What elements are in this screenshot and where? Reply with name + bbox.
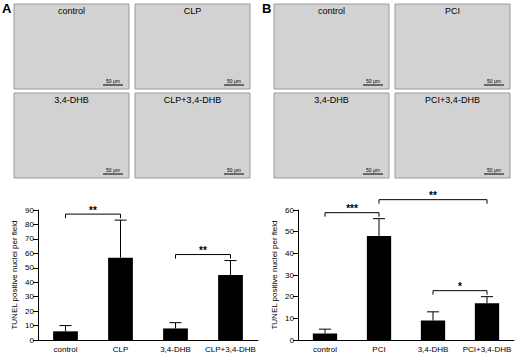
svg-text:50 μm: 50 μm: [366, 167, 380, 173]
svg-text:A: A: [2, 1, 12, 16]
svg-text:control: control: [313, 345, 337, 354]
svg-text:90: 90: [25, 206, 34, 215]
svg-text:B: B: [262, 1, 271, 16]
svg-text:30: 30: [25, 292, 34, 301]
svg-text:control: control: [53, 345, 77, 354]
svg-text:*: *: [458, 281, 462, 292]
svg-text:10: 10: [285, 314, 294, 323]
svg-text:30: 30: [285, 271, 294, 280]
svg-text:control: control: [318, 6, 345, 16]
svg-text:40: 40: [285, 249, 294, 258]
svg-text:0: 0: [30, 336, 35, 345]
svg-text:50 μm: 50 μm: [366, 78, 380, 84]
svg-text:CLP: CLP: [184, 6, 202, 16]
svg-text:60: 60: [25, 249, 34, 258]
svg-text:PCI: PCI: [372, 345, 385, 354]
svg-text:50 μm: 50 μm: [106, 78, 120, 84]
svg-text:20: 20: [285, 292, 294, 301]
svg-text:50 μm: 50 μm: [106, 167, 120, 173]
svg-text:**: **: [429, 190, 437, 201]
svg-text:3,4-DHB: 3,4-DHB: [54, 95, 89, 105]
svg-text:PCI+3,4-DHB: PCI+3,4-DHB: [425, 95, 480, 105]
svg-text:3,4-DHB: 3,4-DHB: [314, 95, 349, 105]
svg-text:**: **: [89, 205, 97, 216]
svg-text:50 μm: 50 μm: [227, 167, 241, 173]
svg-text:PCI+3,4-DHB: PCI+3,4-DHB: [463, 345, 512, 354]
svg-text:**: **: [199, 245, 207, 256]
svg-text:TUNEL positive nuclei per fiel: TUNEL positive nuclei per field: [10, 220, 19, 329]
svg-text:***: ***: [346, 203, 358, 214]
svg-text:50 μm: 50 μm: [227, 78, 241, 84]
svg-text:TUNEL positive nuclei per fiel: TUNEL positive nuclei per field: [270, 220, 279, 329]
svg-text:control: control: [58, 6, 85, 16]
svg-text:10: 10: [25, 321, 34, 330]
svg-text:3,4-DHB: 3,4-DHB: [160, 345, 191, 354]
svg-text:50 μm: 50 μm: [487, 167, 501, 173]
svg-text:20: 20: [25, 307, 34, 316]
svg-text:50: 50: [25, 263, 34, 272]
svg-text:50: 50: [285, 227, 294, 236]
svg-text:80: 80: [25, 220, 34, 229]
svg-text:0: 0: [290, 336, 295, 345]
svg-text:CLP: CLP: [113, 345, 129, 354]
svg-text:3,4-DHB: 3,4-DHB: [418, 345, 449, 354]
svg-text:PCI: PCI: [445, 6, 460, 16]
svg-text:40: 40: [25, 278, 34, 287]
svg-text:60: 60: [285, 206, 294, 215]
svg-text:50 μm: 50 μm: [487, 78, 501, 84]
svg-text:CLP+3,4-DHB: CLP+3,4-DHB: [205, 345, 256, 354]
svg-text:70: 70: [25, 234, 34, 243]
svg-text:CLP+3,4-DHB: CLP+3,4-DHB: [164, 95, 221, 105]
